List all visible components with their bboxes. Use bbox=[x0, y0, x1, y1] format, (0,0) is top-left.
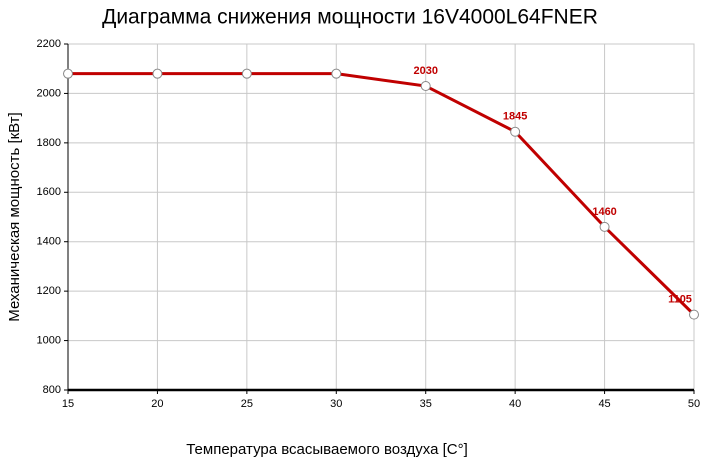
x-tick-label: 20 bbox=[151, 398, 163, 410]
x-tick-label: 35 bbox=[420, 398, 432, 410]
data-point bbox=[599, 221, 610, 232]
data-point bbox=[420, 81, 431, 92]
data-point bbox=[241, 68, 252, 79]
x-tick-label: 45 bbox=[598, 398, 610, 410]
data-label: 1105 bbox=[668, 294, 692, 306]
y-tick-label: 1000 bbox=[37, 334, 61, 346]
x-tick-label: 25 bbox=[241, 398, 253, 410]
x-tick-label: 15 bbox=[62, 398, 74, 410]
data-point bbox=[689, 309, 699, 320]
data-label: 1460 bbox=[592, 206, 616, 218]
y-tick-label: 800 bbox=[43, 384, 61, 396]
data-point bbox=[63, 68, 73, 79]
x-tick-label: 50 bbox=[688, 398, 700, 410]
data-label: 2030 bbox=[413, 65, 437, 77]
plot-area bbox=[67, 43, 695, 391]
y-tick-label: 1400 bbox=[37, 236, 61, 248]
data-point bbox=[152, 68, 163, 79]
y-tick-label: 1800 bbox=[37, 137, 61, 149]
data-label: 1845 bbox=[503, 111, 527, 123]
x-tick-label: 40 bbox=[509, 398, 521, 410]
data-point bbox=[510, 126, 521, 137]
y-tick-label: 1200 bbox=[37, 285, 61, 297]
series-line bbox=[68, 72, 696, 316]
data-point bbox=[331, 68, 342, 79]
x-tick-label: 30 bbox=[330, 398, 342, 410]
y-tick-label: 1600 bbox=[37, 186, 61, 198]
y-tick-label: 2000 bbox=[37, 87, 61, 99]
y-axis-label: Механическая мощность [кВт] bbox=[6, 112, 23, 321]
y-tick-label: 2200 bbox=[37, 38, 61, 50]
x-axis-label: Температура всасываемого воздуха [C°] bbox=[186, 441, 468, 458]
chart-title: Диаграмма снижения мощности 16V4000L64FN… bbox=[102, 6, 598, 29]
